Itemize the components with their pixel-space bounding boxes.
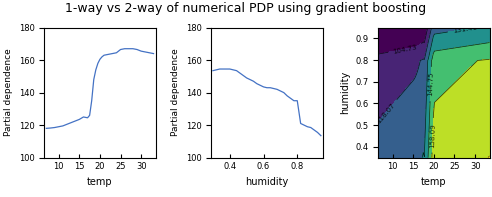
Y-axis label: Partial dependence: Partial dependence: [171, 49, 180, 137]
Text: 1-way vs 2-way of numerical PDP using gradient boosting: 1-way vs 2-way of numerical PDP using gr…: [65, 2, 427, 15]
Text: 104.73: 104.73: [393, 44, 418, 55]
Text: 158.09: 158.09: [429, 123, 436, 148]
Text: 144.75: 144.75: [427, 72, 434, 96]
Text: 118.07: 118.07: [375, 102, 396, 124]
Text: 131.41: 131.41: [452, 25, 477, 34]
Y-axis label: humidity: humidity: [339, 71, 350, 114]
X-axis label: temp: temp: [421, 177, 447, 187]
X-axis label: humidity: humidity: [246, 177, 288, 187]
Y-axis label: Partial dependence: Partial dependence: [4, 49, 13, 137]
X-axis label: temp: temp: [87, 177, 113, 187]
